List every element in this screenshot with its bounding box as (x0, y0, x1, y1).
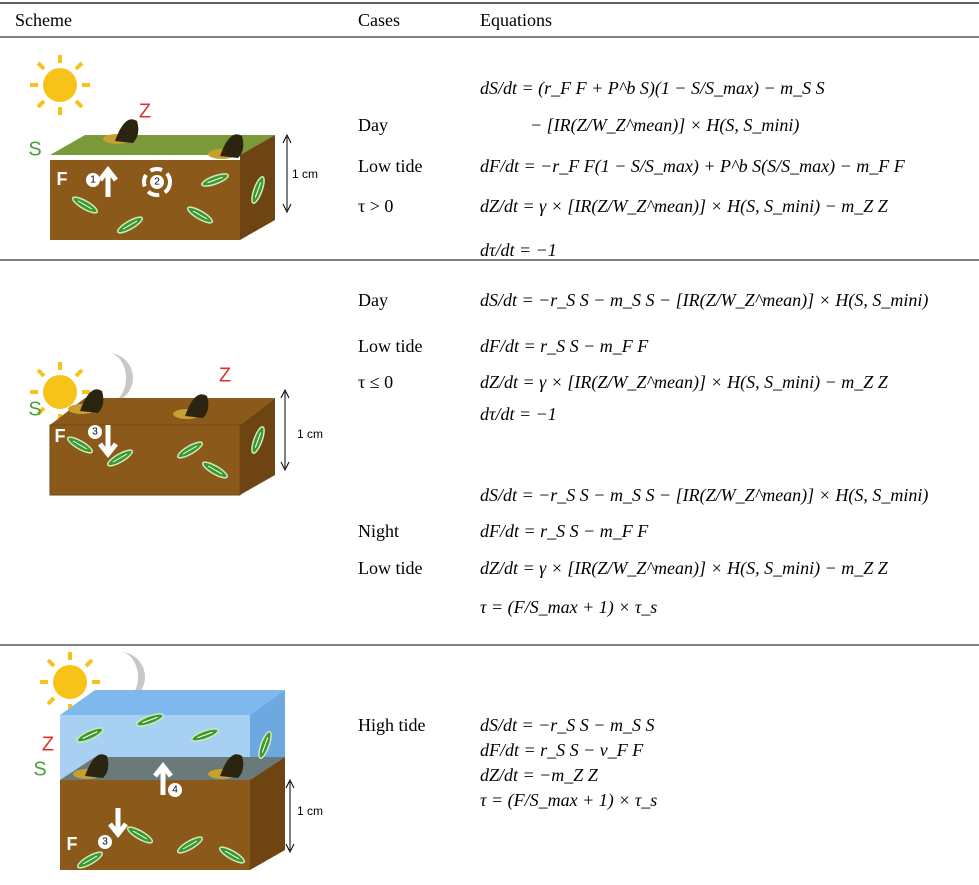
column-header: Equations (480, 10, 552, 30)
scheme-1 (28, 53, 292, 240)
scheme-label: 3 (102, 837, 108, 848)
equation: − [IR(Z/W_Z^mean)] × H(S, S_mini) (530, 115, 800, 135)
equation: dS/dt = −r_S S − m_S S − [IR(Z/W_Z^mean)… (480, 485, 929, 505)
scheme-label: 1 cm (292, 167, 318, 181)
scheme-2 (28, 353, 290, 496)
scheme-label: S (28, 138, 41, 160)
scheme-label: 3 (92, 427, 98, 438)
equation: dZ/dt = γ × [IR(Z/W_Z^mean)] × H(S, S_mi… (480, 558, 888, 578)
equation: dF/dt = r_S S − ν_F F (480, 740, 644, 760)
scheme-label: 4 (172, 785, 178, 796)
scheme-3 (38, 650, 295, 872)
scheme-label: S (28, 398, 41, 420)
scheme-label: F (67, 834, 78, 854)
column-header: Scheme (15, 10, 72, 30)
equation: dZ/dt = γ × [IR(Z/W_Z^mean)] × H(S, S_mi… (480, 196, 888, 216)
rules (0, 2, 979, 646)
scheme-label: 2 (154, 177, 160, 188)
case-label: Night (358, 521, 400, 541)
equation: dF/dt = r_S S − m_F F (480, 521, 649, 541)
equation: τ = (F/S_max + 1) × τ_s (480, 597, 658, 617)
case-label: τ > 0 (358, 196, 394, 216)
scheme-label: F (57, 169, 68, 189)
case-label: High tide (358, 715, 426, 735)
case-label: Day (358, 115, 388, 135)
scheme-label: F (55, 426, 66, 446)
scheme-label: Z (42, 733, 54, 755)
equation: dS/dt = −r_S S − m_S S (480, 715, 655, 735)
scheme-label: 1 cm (297, 804, 323, 818)
equation: dF/dt = r_S S − m_F F (480, 336, 649, 356)
case-label: Low tide (358, 156, 423, 176)
scheme-label: Z (219, 364, 231, 386)
scheme-label: 1 cm (297, 427, 323, 441)
scheme-label: Z (139, 100, 151, 122)
scheme-label: S (33, 758, 46, 780)
equation: dτ/dt = −1 (480, 404, 557, 424)
case-label: τ ≤ 0 (358, 372, 394, 392)
equation: dZ/dt = γ × [IR(Z/W_Z^mean)] × H(S, S_mi… (480, 372, 888, 392)
case-label: Day (358, 290, 388, 310)
equation: dF/dt = −r_F F(1 − S/S_max) + P^b S(S/S_… (480, 156, 905, 176)
equation: dτ/dt = −1 (480, 240, 557, 260)
equation: dZ/dt = −m_Z Z (480, 765, 598, 785)
equation: dS/dt = −r_S S − m_S S − [IR(Z/W_Z^mean)… (480, 290, 929, 310)
case-label: Low tide (358, 558, 423, 578)
equation: τ = (F/S_max + 1) × τ_s (480, 790, 658, 810)
column-header: Cases (358, 10, 400, 30)
case-label: Low tide (358, 336, 423, 356)
scheme-label: 1 (90, 175, 96, 186)
equation: dS/dt = (r_F F + P^b S)(1 − S/S_max) − m… (480, 78, 825, 98)
